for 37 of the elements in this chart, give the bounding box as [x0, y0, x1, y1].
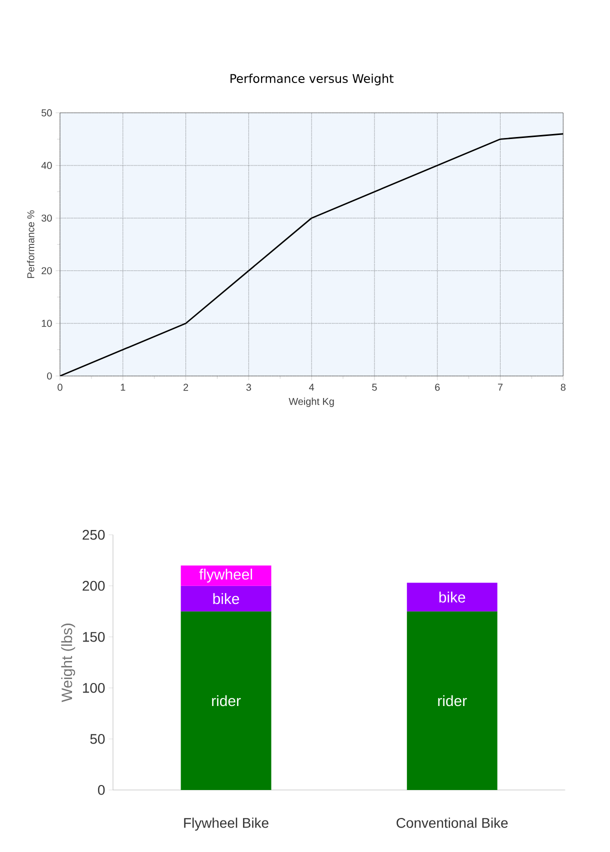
- y-tick-label: 200: [82, 580, 105, 591]
- x-tick-label: 6: [435, 384, 440, 391]
- y-tick-label: 10: [42, 320, 52, 327]
- x-tick-label: 3: [246, 384, 252, 391]
- bar: [180, 611, 272, 790]
- bar: [406, 611, 498, 790]
- y-tick-label: 40: [41, 162, 52, 169]
- bar: [406, 582, 498, 612]
- x-tick-label: 2: [184, 384, 188, 391]
- x-tick-label: 8: [560, 384, 566, 391]
- y-tick-label: 0: [47, 372, 52, 380]
- y-tick-label: 20: [42, 267, 52, 274]
- series-label: bike: [213, 593, 240, 604]
- y-tick-label: 50: [42, 109, 52, 116]
- x-tick-label: 1: [120, 384, 126, 391]
- y-tick-label: 30: [42, 214, 52, 222]
- series-label: rider: [212, 695, 241, 706]
- x-tick-label: 5: [372, 384, 377, 391]
- text: rider: [438, 695, 467, 706]
- chart-title: Performance versus Weight: [230, 74, 394, 86]
- series-label: flywheel: [199, 568, 252, 583]
- y-tick-label: 0: [98, 785, 105, 795]
- text: bike: [439, 592, 466, 603]
- bar: [180, 586, 272, 612]
- x-tick-label: 0: [58, 384, 62, 391]
- y-tick-label: 50: [90, 734, 105, 744]
- y-tick-label: 100: [83, 682, 105, 693]
- x-tick-label: 7: [498, 384, 503, 391]
- y-axis-title: Weight (lbs): [61, 624, 76, 702]
- x-axis-title: Weight Kg: [288, 398, 334, 407]
- x-tick-label: 4: [309, 384, 314, 391]
- x-tick-label: Conventional Bike: [396, 818, 508, 828]
- y-tick-label: 150: [83, 632, 105, 642]
- y-tick-label: 250: [82, 530, 105, 540]
- y-axis-title: Performance %: [26, 210, 34, 278]
- x-tick-label: Flywheel Bike: [184, 818, 268, 831]
- bar: [180, 565, 272, 586]
